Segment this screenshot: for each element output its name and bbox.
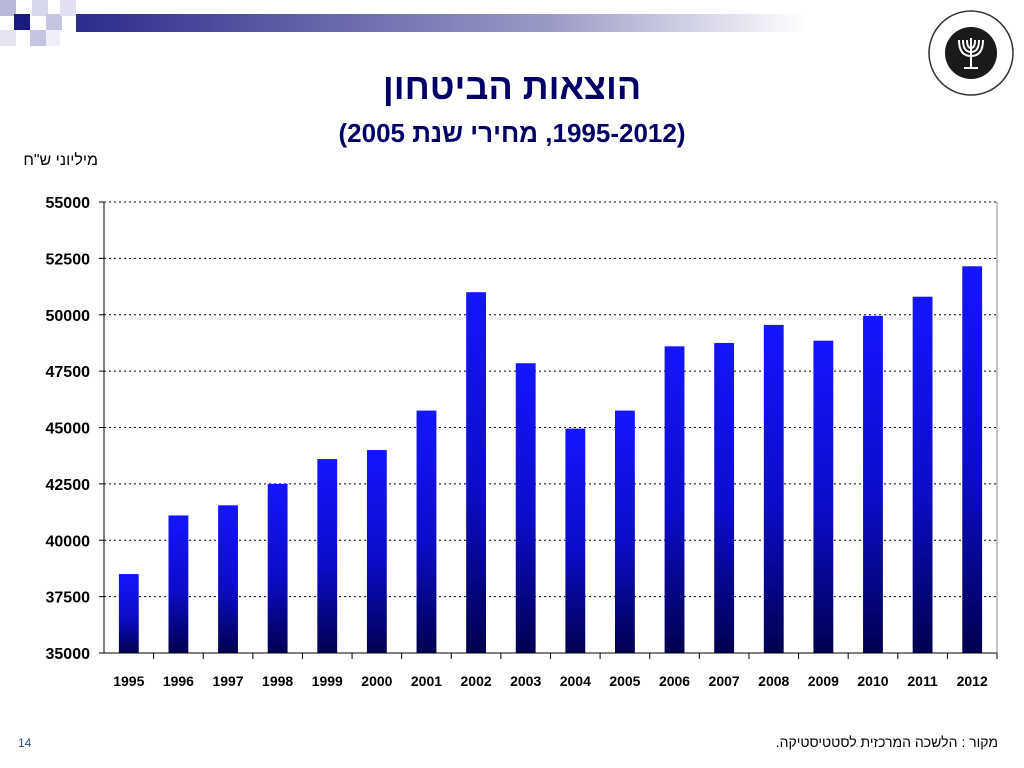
y-tick-label: 40000 [46, 533, 91, 550]
y-axis-label: מיליוני ש"ח [23, 152, 98, 169]
bar [664, 346, 685, 653]
x-tick-label: 1996 [163, 673, 194, 689]
x-tick-label: 2006 [659, 673, 690, 689]
x-tick-label: 2000 [361, 673, 392, 689]
bar [466, 292, 487, 653]
y-tick-label: 52500 [46, 251, 91, 268]
x-tick-label: 1997 [212, 673, 243, 689]
x-tick-label: 2007 [709, 673, 740, 689]
x-tick-label: 1999 [312, 673, 343, 689]
bar [267, 483, 288, 653]
bar [863, 315, 883, 653]
bar [168, 515, 189, 653]
x-tick-label: 1998 [262, 673, 293, 689]
bar [218, 505, 238, 653]
bar-chart: 35000 37500 40000 42500 45000 47500 50000 52500… [46, 195, 998, 689]
header-banner [0, 0, 936, 46]
bar [813, 340, 834, 653]
bar [118, 574, 139, 653]
x-tick-label: 2012 [957, 673, 988, 689]
bar [565, 428, 586, 653]
bar [416, 410, 437, 653]
y-tick-label: 50000 [46, 308, 91, 325]
y-tick-label: 37500 [46, 590, 91, 607]
x-tick-label: 2005 [609, 673, 640, 689]
x-tick-label: 2003 [510, 673, 541, 689]
bar [912, 296, 933, 653]
bank-of-israel-logo [928, 10, 1014, 96]
bar [366, 450, 387, 653]
x-tick-label: 2009 [808, 673, 839, 689]
x-tick-label: 2001 [411, 673, 442, 689]
x-tick-label: 1995 [113, 673, 144, 689]
x-tick-label: 2002 [461, 673, 492, 689]
source-note: מקור : הלשכה המרכזית לסטטיסטיקה. [775, 734, 998, 750]
y-tick-label: 35000 [46, 646, 91, 663]
bar [515, 363, 536, 653]
x-tick-label: 2010 [857, 673, 888, 689]
bar [962, 266, 983, 653]
chart-title: הוצאות הביטחון [382, 66, 642, 107]
y-tick-label: 42500 [46, 477, 91, 494]
x-tick-label: 2004 [560, 673, 591, 689]
x-tick-label: 2008 [758, 673, 789, 689]
x-tick-label: 2011 [907, 673, 938, 689]
bar [614, 410, 635, 653]
y-tick-label: 47500 [46, 364, 91, 381]
bar [763, 324, 784, 653]
page-number: 14 [18, 736, 32, 750]
chart-subtitle: (1995-2012, מחירי שנת 2005) [338, 118, 686, 148]
y-tick-label: 45000 [46, 421, 91, 438]
y-tick-label: 55000 [46, 195, 91, 212]
bar [317, 459, 338, 653]
bar [714, 342, 735, 653]
